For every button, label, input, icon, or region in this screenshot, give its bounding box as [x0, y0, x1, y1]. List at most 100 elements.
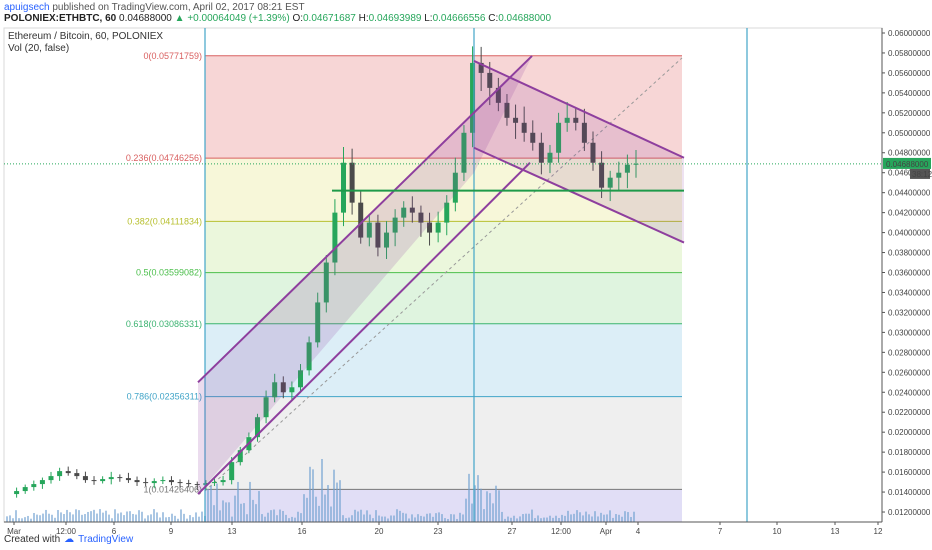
descending-channel-fill — [474, 60, 684, 243]
candle-body — [461, 132, 467, 173]
volume-bar — [384, 516, 386, 522]
y-tick-label: 0.01600000 — [888, 468, 931, 477]
volume-bar — [624, 511, 626, 522]
volume-bar — [543, 517, 545, 522]
volume-bar — [39, 515, 41, 522]
fib-label: 0.5(0.03599082) — [136, 268, 202, 278]
volume-bar — [180, 509, 182, 522]
legend-indicator[interactable]: Vol (20, false) — [8, 43, 70, 54]
footer: Created with ☁ TradingView — [4, 534, 133, 545]
volume-bar — [78, 510, 80, 522]
volume-bar — [564, 515, 566, 522]
volume-bar — [486, 491, 488, 522]
volume-bar — [618, 514, 620, 522]
volume-bar — [459, 512, 461, 522]
candle-body — [513, 117, 519, 123]
fib-label: 1(0.01426406) — [143, 484, 202, 494]
candle-body — [478, 62, 484, 73]
candle-body — [341, 162, 347, 213]
volume-bar — [63, 514, 65, 522]
volume-bar — [450, 514, 452, 522]
volume-bar — [144, 518, 146, 522]
ohlc-line: POLONIEX:ETHBTC, 60 0.04688000 ▲ +0.0006… — [4, 13, 551, 24]
y-tick-label: 0.02600000 — [888, 368, 931, 377]
volume-bar — [600, 512, 602, 522]
volume-bar — [81, 514, 83, 522]
candle-body — [392, 217, 398, 233]
volume-bar — [456, 518, 458, 522]
volume-bar — [309, 466, 311, 522]
y-tick-label: 0.02000000 — [888, 428, 931, 437]
volume-bar — [360, 509, 362, 522]
volume-bar — [375, 510, 377, 522]
candle-body — [194, 484, 200, 486]
fib-zone-bottom — [205, 489, 682, 522]
low-label: L: — [424, 13, 433, 24]
volume-bar — [66, 509, 68, 522]
candle-body — [590, 142, 596, 163]
volume-bar — [99, 509, 101, 522]
volume-bar — [480, 488, 482, 522]
volume-bar — [96, 513, 98, 522]
candle-body — [186, 483, 192, 485]
x-tick-label: 6 — [112, 527, 117, 536]
volume-bar — [405, 513, 407, 522]
volume-bar — [48, 513, 50, 522]
candle-body — [14, 491, 20, 495]
volume-bar — [372, 518, 374, 522]
volume-bar — [36, 514, 38, 522]
volume-bar — [141, 511, 143, 522]
fib-label: 0.382(0.04111834) — [127, 216, 202, 226]
volume-bar — [408, 518, 410, 522]
volume-bar — [282, 510, 284, 522]
volume-bar — [312, 469, 314, 522]
volume-bar — [510, 517, 512, 522]
candle-body — [117, 477, 123, 479]
volume-bar — [231, 516, 233, 522]
volume-bar — [291, 516, 293, 522]
candle-body — [375, 222, 381, 248]
volume-bar — [477, 475, 479, 522]
y-tick-label: 0.03000000 — [888, 328, 931, 337]
candle-body — [581, 122, 587, 143]
candle-body — [125, 478, 131, 481]
volume-bar — [111, 518, 113, 522]
candle-body — [65, 471, 71, 474]
volume-bar — [429, 513, 431, 522]
candle-body — [435, 222, 441, 233]
x-tick-label: 4 — [636, 527, 641, 536]
x-tick-label: 12:00 — [551, 527, 572, 536]
volume-bar — [447, 518, 449, 522]
volume-bar — [576, 510, 578, 522]
x-tick-label: 10 — [773, 527, 782, 536]
volume-bar — [93, 509, 95, 522]
volume-bar — [402, 512, 404, 522]
volume-bar — [285, 514, 287, 522]
volume-bar — [627, 512, 629, 522]
candle-body — [143, 482, 149, 484]
tradingview-link[interactable]: TradingView — [78, 534, 134, 545]
volume-bar — [594, 511, 596, 522]
volume-bar — [165, 517, 167, 522]
author-link[interactable]: apuigsech — [4, 2, 50, 13]
volume-bar — [261, 514, 263, 522]
volume-bar — [516, 518, 518, 522]
candle-body — [530, 132, 536, 143]
volume-bar — [483, 509, 485, 522]
candle-body — [74, 473, 80, 477]
volume-bar — [183, 513, 185, 522]
volume-bar — [51, 514, 53, 522]
change-value: +0.00064049 (+1.39%) — [187, 13, 290, 24]
volume-bar — [171, 513, 173, 522]
candle-body — [82, 476, 88, 481]
volume-bar — [279, 509, 281, 522]
volume-bar — [273, 509, 275, 522]
volume-bar — [276, 515, 278, 522]
volume-bar — [348, 517, 350, 522]
volume-bar — [174, 515, 176, 522]
volume-bar — [201, 511, 203, 522]
candle-body — [556, 122, 562, 153]
y-tick-label: 0.03600000 — [888, 269, 931, 278]
